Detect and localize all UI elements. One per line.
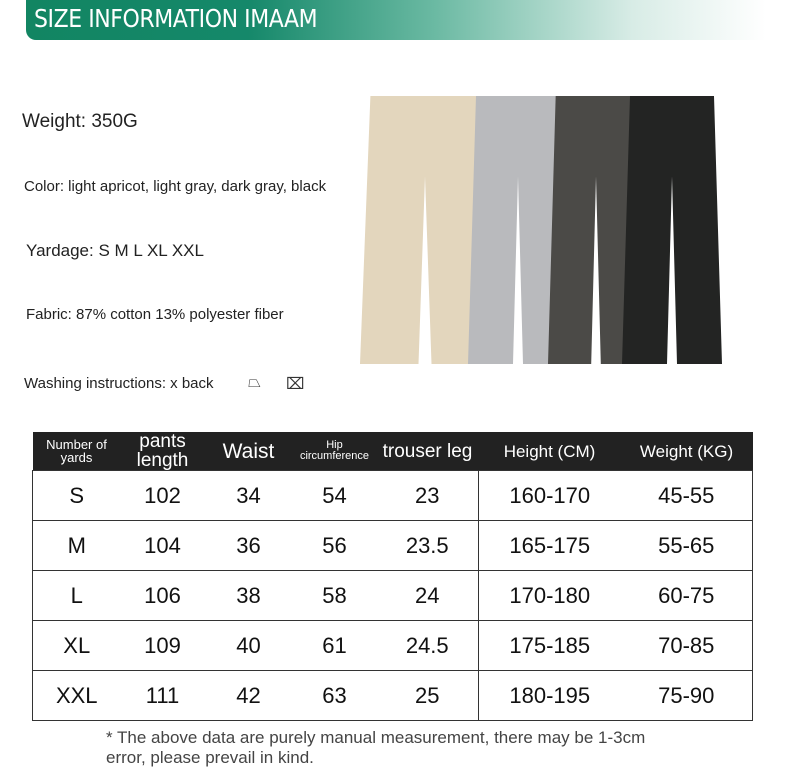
no-wash-icon: ⌧ (286, 376, 305, 393)
table-cell: 63 (292, 670, 377, 721)
table-row: S 102 34 54 23 160-170 45-55 (32, 470, 753, 521)
table-cell: 170-180 (478, 570, 621, 621)
table-cell: 36 (204, 520, 293, 571)
table-cell: XL (32, 620, 121, 671)
table-cell: 75-90 (620, 670, 753, 721)
table-cell: 40 (204, 620, 293, 671)
header-hip: Hip circumference (292, 432, 377, 471)
table-cell: 58 (292, 570, 377, 621)
header-waist: Waist (204, 432, 293, 471)
table-cell: 109 (120, 620, 205, 671)
title-banner: SIZE INFORMATION IMAAM (26, 0, 766, 40)
size-table: Number of yards pants length Waist Hip c… (32, 432, 753, 721)
header-size: Number of yards (32, 432, 121, 471)
table-cell: L (32, 570, 121, 621)
table-cell: 60-75 (620, 570, 753, 621)
table-cell: 45-55 (620, 470, 753, 521)
table-cell: 23.5 (376, 520, 479, 571)
table-cell: 104 (120, 520, 205, 571)
yardage-text: Yardage: S M L XL XXL (26, 241, 204, 260)
table-cell: 24 (376, 570, 479, 621)
table-cell: 38 (204, 570, 293, 621)
table-cell: 25 (376, 670, 479, 721)
color-text: Color: light apricot, light gray, dark g… (24, 178, 327, 195)
table-cell: 180-195 (478, 670, 621, 721)
table-cell: XXL (32, 670, 121, 721)
header-height: Height (CM) (478, 432, 621, 471)
table-cell: 55-65 (620, 520, 753, 571)
table-cell: 56 (292, 520, 377, 571)
table-cell: 54 (292, 470, 377, 521)
product-image (360, 96, 725, 366)
table-cell: 42 (204, 670, 293, 721)
table-cell: S (32, 470, 121, 521)
table-cell: 160-170 (478, 470, 621, 521)
table-row: XL 109 40 61 24.5 175-185 70-85 (32, 620, 753, 671)
table-cell: 106 (120, 570, 205, 621)
header-pants-length: pants length (120, 432, 205, 471)
table-row: L 106 38 58 24 170-180 60-75 (32, 570, 753, 621)
pants-black (622, 96, 722, 364)
measurement-note: * The above data are purely manual measu… (106, 728, 646, 767)
table-cell: 70-85 (620, 620, 753, 671)
table-cell: 34 (204, 470, 293, 521)
table-cell: 165-175 (478, 520, 621, 571)
table-cell: 61 (292, 620, 377, 671)
table-cell: 175-185 (478, 620, 621, 671)
header-trouser-leg: trouser leg (376, 432, 479, 471)
table-cell: 111 (120, 670, 205, 721)
fabric-text: Fabric: 87% cotton 13% polyester fiber (26, 306, 284, 323)
title: SIZE INFORMATION IMAAM (34, 4, 318, 33)
table-cell: 23 (376, 470, 479, 521)
header-weight: Weight (KG) (620, 432, 753, 471)
iron-icon: ⏢ (248, 374, 261, 391)
table-cell: 24.5 (376, 620, 479, 671)
washing-text: Washing instructions: x back (24, 375, 214, 392)
weight-text: Weight: 350G (22, 111, 138, 132)
table-row: XXL 111 42 63 25 180-195 75-90 (32, 670, 753, 721)
table-cell: M (32, 520, 121, 571)
table-cell: 102 (120, 470, 205, 521)
table-row: M 104 36 56 23.5 165-175 55-65 (32, 520, 753, 571)
